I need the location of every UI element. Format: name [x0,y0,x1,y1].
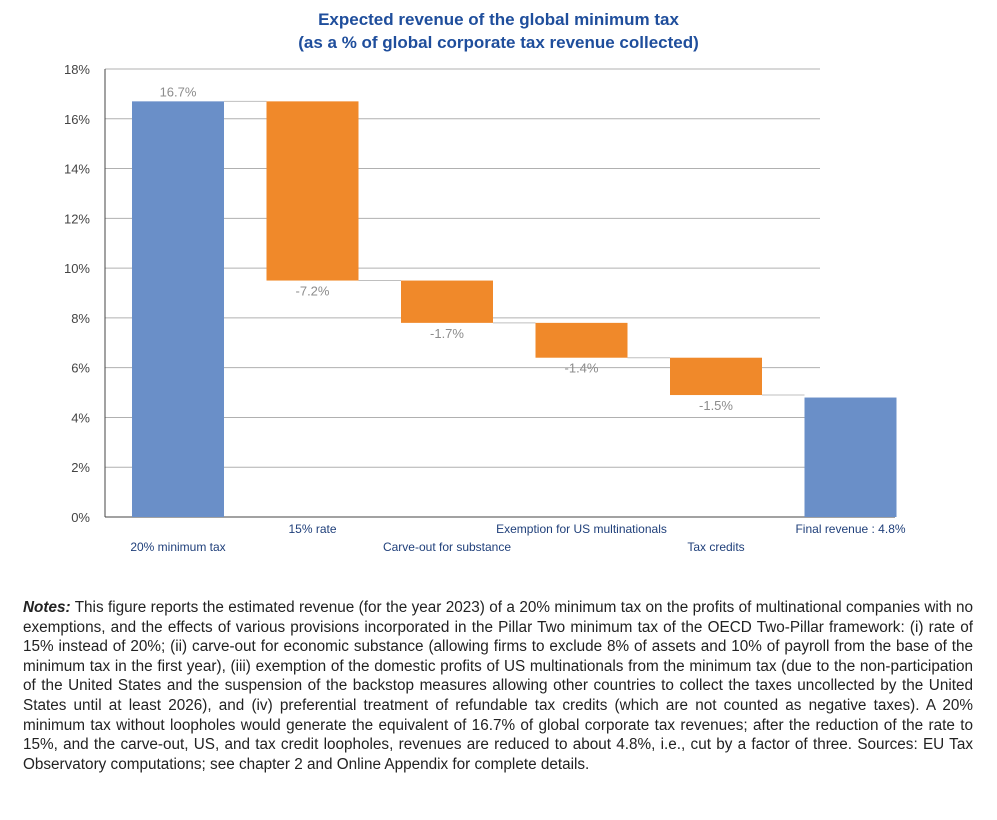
bar-1 [132,101,224,517]
data-label: -1.5% [699,398,733,413]
bar-3 [401,280,493,323]
chart-subtitle: (as a % of global corporate tax revenue … [298,33,699,52]
bars [132,101,897,517]
y-tick-label: 12% [64,211,90,226]
data-label: -7.2% [296,284,330,299]
waterfall-chart: 0% 2% 4% 6% 8% 10% 12% 14% 16% 18% 16.7% -7.2% -1.7… [64,62,906,554]
y-tick-label: 6% [71,361,90,376]
x-tick-label: Final revenue : 4.8% [795,522,905,536]
notes-lead: Notes: [23,599,71,616]
data-label: -1.4% [565,361,599,376]
x-tick-label: Carve-out for substance [383,540,511,554]
x-tick-label: 15% rate [288,522,336,536]
notes-paragraph: Notes: This figure reports the estimated… [23,598,973,774]
bar-4 [535,322,628,358]
x-tick-label: Tax credits [687,540,744,554]
bar-6 [804,397,897,517]
chart-title-line-1: Expected revenue of the global minimum t… [318,10,679,29]
y-tick-label: 8% [71,311,90,326]
data-label: -1.7% [430,326,464,341]
y-tick-label: 0% [71,510,90,525]
data-label: 16.7% [160,84,197,99]
connectors [224,100,805,396]
y-tick-label: 4% [71,410,90,425]
y-tick-label: 18% [64,62,90,77]
data-labels: 16.7% -7.2% -1.7% -1.4% -1.5% [160,84,734,413]
notes-text: This figure reports the estimated revenu… [23,599,973,773]
x-tick-labels: 20% minimum tax 15% rate Carve-out for sub… [130,522,906,554]
bar-2 [266,101,359,281]
y-tick-label: 16% [64,112,90,127]
x-tick-label: 20% minimum tax [130,540,225,554]
axes [104,69,895,518]
y-tick-label: 2% [71,460,90,475]
chart-title: Expected revenue of the global minimum t… [0,8,997,54]
bar-5 [670,357,762,396]
y-tick-labels: 0% 2% 4% 6% 8% 10% 12% 14% 16% 18% [64,62,90,525]
x-tick-label: Exemption for US multinationals [496,522,667,536]
y-tick-label: 14% [64,162,90,177]
y-tick-label: 10% [64,261,90,276]
